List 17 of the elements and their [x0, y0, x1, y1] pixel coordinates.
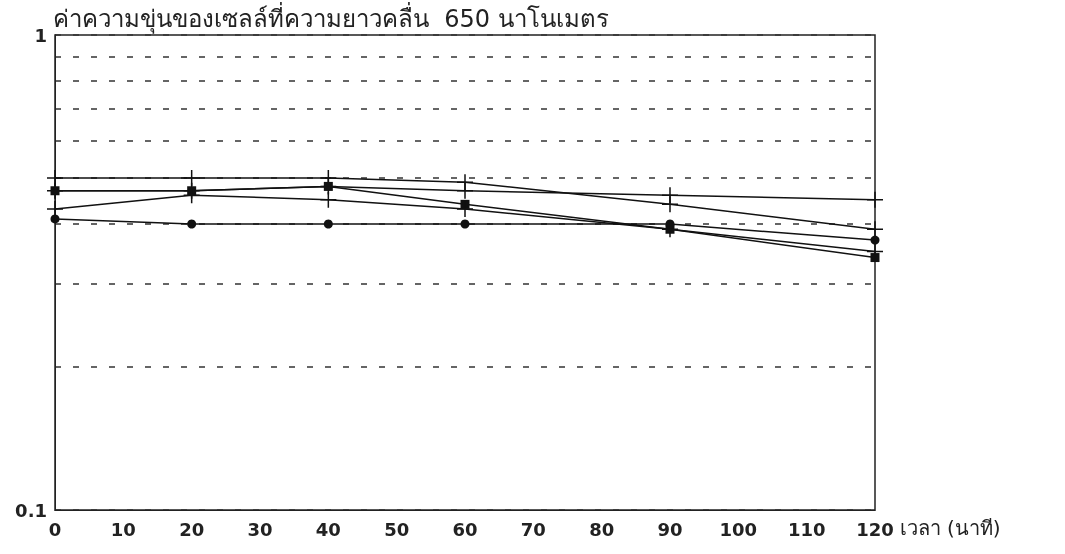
x-tick-label: 20	[179, 518, 205, 540]
x-tick-label: 50	[384, 518, 410, 540]
x-tick-label: 0	[48, 518, 62, 540]
x-tick-label: 120	[856, 518, 894, 540]
x-tick-label: 80	[589, 518, 615, 540]
y-tick-label: 0.1	[15, 499, 47, 521]
x-tick-label: 110	[787, 518, 826, 540]
x-axis-title: เวลา (นาที)	[899, 516, 1001, 540]
x-tick-label: 100	[719, 518, 758, 540]
x-tick-label: 90	[657, 518, 683, 540]
x-tick-label: 30	[247, 518, 273, 540]
x-tick-label: 60	[452, 518, 478, 540]
y-tick-label: 1	[34, 24, 47, 46]
x-tick-label: 10	[110, 518, 136, 540]
x-tick-label: 40	[315, 518, 341, 540]
x-tick-label: 70	[520, 518, 546, 540]
chart-title: ค่าความขุ่นของเซลล์ที่ความยาวคลื่น 650 นาโนเมตร	[53, 2, 609, 34]
